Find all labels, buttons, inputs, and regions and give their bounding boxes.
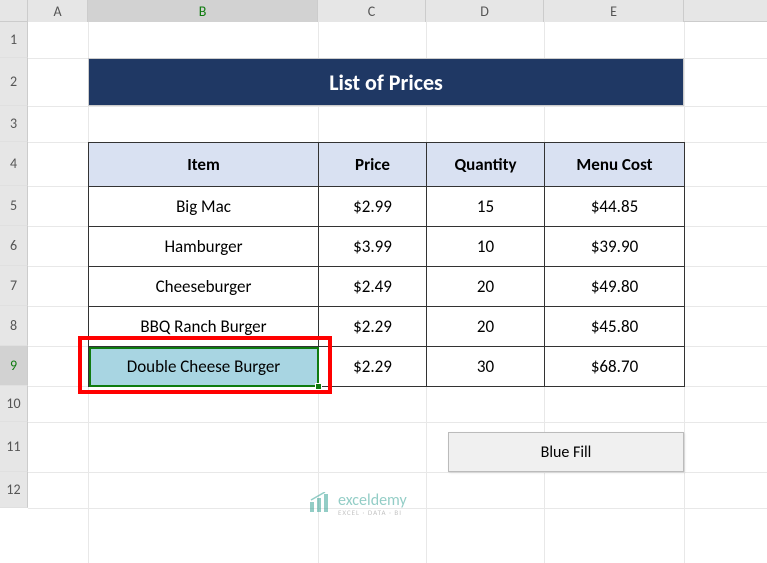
row-header-2[interactable]: 2 (0, 58, 28, 106)
column-headers-row: ABCDE (0, 0, 767, 22)
table-row: BBQ Ranch Burger$2.2920$45.80 (89, 307, 685, 347)
blue-fill-button[interactable]: Blue Fill (448, 432, 684, 472)
cell-price[interactable]: $2.49 (319, 267, 427, 307)
watermark-sub: EXCEL · DATA · BI (338, 509, 407, 516)
gridline-horizontal (28, 106, 767, 107)
title-bar: List of Prices (88, 58, 684, 106)
row-header-9[interactable]: 9 (0, 346, 28, 386)
cell-item[interactable]: Cheeseburger (89, 267, 319, 307)
row-header-5[interactable]: 5 (0, 186, 28, 226)
cell-item[interactable]: Big Mac (89, 187, 319, 227)
cell-quantity[interactable]: 30 (427, 347, 545, 387)
cell-menucost[interactable]: $45.80 (545, 307, 685, 347)
button-label: Blue Fill (541, 443, 592, 462)
header-price[interactable]: Price (319, 143, 427, 187)
cell-menucost[interactable]: $44.85 (545, 187, 685, 227)
table-header-row: Item Price Quantity Menu Cost (89, 143, 685, 187)
cell-item[interactable]: Hamburger (89, 227, 319, 267)
row-header-11[interactable]: 11 (0, 422, 28, 472)
row-header-7[interactable]: 7 (0, 266, 28, 306)
watermark: exceldemy EXCEL · DATA · BI (308, 492, 407, 516)
table-row: Hamburger$3.9910$39.90 (89, 227, 685, 267)
header-menucost[interactable]: Menu Cost (545, 143, 685, 187)
row-header-12[interactable]: 12 (0, 472, 28, 508)
title-text: List of Prices (329, 69, 443, 96)
row-header-6[interactable]: 6 (0, 226, 28, 266)
row-header-1[interactable]: 1 (0, 22, 28, 58)
cell-price[interactable]: $3.99 (319, 227, 427, 267)
column-header-D[interactable]: D (426, 0, 544, 22)
fill-handle[interactable] (315, 383, 322, 390)
prices-table: Item Price Quantity Menu Cost Big Mac$2.… (88, 142, 685, 387)
cell-quantity[interactable]: 20 (427, 267, 545, 307)
row-header-8[interactable]: 8 (0, 306, 28, 346)
watermark-icon (308, 492, 332, 516)
cell-menucost[interactable]: $68.70 (545, 347, 685, 387)
cell-menucost[interactable]: $39.90 (545, 227, 685, 267)
grid-area[interactable]: List of Prices Item Price Quantity Menu … (28, 22, 767, 563)
row-header-10[interactable]: 10 (0, 386, 28, 422)
cell-price[interactable]: $2.29 (319, 347, 427, 387)
cell-quantity[interactable]: 20 (427, 307, 545, 347)
column-header-E[interactable]: E (544, 0, 684, 22)
cell-price[interactable]: $2.29 (319, 307, 427, 347)
table-row: Cheeseburger$2.4920$49.80 (89, 267, 685, 307)
table-row: Double Cheese Burger$2.2930$68.70 (89, 347, 685, 387)
cell-item[interactable]: BBQ Ranch Burger (89, 307, 319, 347)
table-row: Big Mac$2.9915$44.85 (89, 187, 685, 227)
column-header-B[interactable]: B (88, 0, 318, 22)
column-header-C[interactable]: C (318, 0, 426, 22)
select-all-corner[interactable] (0, 0, 28, 22)
column-header-A[interactable]: A (28, 0, 88, 22)
watermark-main: exceldemy (338, 493, 407, 509)
spreadsheet-container: ABCDE 123456789101112 List of Prices Ite… (0, 0, 767, 563)
cell-quantity[interactable]: 15 (427, 187, 545, 227)
cell-menucost[interactable]: $49.80 (545, 267, 685, 307)
row-header-3[interactable]: 3 (0, 106, 28, 142)
row-headers-column: 123456789101112 (0, 22, 28, 508)
gridline-horizontal (28, 422, 767, 423)
row-header-4[interactable]: 4 (0, 142, 28, 186)
cell-item[interactable]: Double Cheese Burger (89, 347, 319, 387)
cell-quantity[interactable]: 10 (427, 227, 545, 267)
gridline-horizontal (28, 472, 767, 473)
header-item[interactable]: Item (89, 143, 319, 187)
header-quantity[interactable]: Quantity (427, 143, 545, 187)
watermark-text: exceldemy EXCEL · DATA · BI (338, 493, 407, 516)
cell-price[interactable]: $2.99 (319, 187, 427, 227)
